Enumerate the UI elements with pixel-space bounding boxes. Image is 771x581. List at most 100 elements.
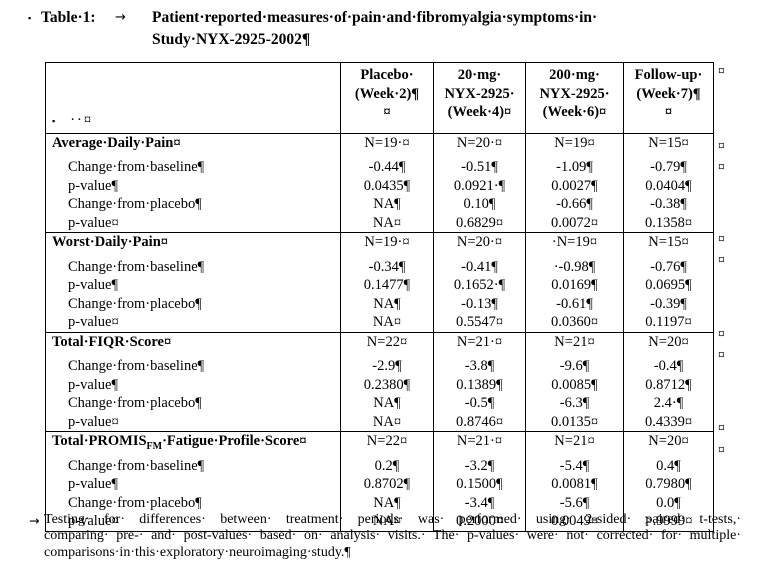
cell-value: N=15¤	[623, 133, 714, 159]
cell-value: 0.1652·¶	[433, 276, 526, 295]
cell-value: 0.0¶	[623, 493, 714, 513]
column-header-20mg: 20·mg· NYX-2925· (Week·4)¤	[433, 62, 526, 134]
table-row: Change·from·placebo¶ NA¶ -0.5¶ -6.3¶ 2.4…	[46, 394, 714, 413]
table-row: Change·from·placebo¶ NA¶ -0.13¶ -0.61¶ -…	[46, 294, 714, 314]
row-end-marker: ¤	[718, 347, 725, 362]
cell-value: -0.79¶	[623, 158, 714, 177]
cell-value: N=21¤	[525, 431, 624, 457]
tab-arrow-icon: →	[29, 513, 40, 528]
cell-value: N=20·¤	[433, 232, 526, 258]
cell-value: N=22¤	[340, 331, 434, 358]
table-row: Change·from·baseline¶ -2.9¶ -3.8¶ -9.6¶ …	[46, 357, 714, 376]
cell-value: 0.1358¤	[623, 213, 714, 233]
cell-value: 0.0435¶	[340, 176, 434, 196]
row-label: p-value¤	[68, 413, 119, 430]
cell-value: -0.4¶	[623, 357, 714, 376]
table-row: Change·from·placebo¶ NA¶ 0.10¶ -0.66¶ -0…	[46, 195, 714, 214]
cell-value: N=15¤	[623, 232, 714, 258]
cell-value: 0.0049¤	[525, 512, 624, 532]
cell-value: 0.0027¶	[525, 176, 624, 196]
row-label: Change·from·placebo¶	[68, 295, 202, 312]
stub-cell: ▪ ··¤	[46, 63, 341, 134]
table-row: p-value¤ NA¤ 0.2000¤ 0.0049¤ >.9999¤	[46, 512, 714, 532]
table-row: Change·from·baseline¶ 0.2¶ -3.2¶ -5.4¶ 0…	[46, 456, 714, 476]
header-line: (Week·4)¤	[447, 104, 512, 120]
measure-name: Average·Daily·Pain¤	[45, 133, 341, 159]
row-end-marker: ¤	[718, 159, 725, 174]
table-row: p-value¤ NA¤ 0.5547¤ 0.0360¤ 0.1197¤	[46, 313, 714, 333]
table-header-row: ▪ ··¤ Placebo· (Week·2)¶ ¤ 20·mg· NYX-292…	[46, 62, 714, 134]
table-row: p-value¶ 0.2380¶ 0.1389¶ 0.0085¶ 0.8712¶	[46, 375, 714, 395]
table-row: p-value¶ 0.1477¶ 0.1652·¶ 0.0169¶ 0.0695…	[46, 276, 714, 295]
header-line: NYX-2925·	[444, 85, 515, 102]
results-table: ▪ ··¤ Placebo· (Week·2)¶ ¤ 20·mg· NYX-292…	[45, 62, 714, 532]
cell-value: -0.38¶	[623, 195, 714, 214]
row-end-marker: ¤	[718, 138, 725, 153]
row-label: p-value¤	[68, 214, 119, 231]
header-line: Follow-up·	[634, 67, 703, 83]
cell-value: -5.6¶	[525, 493, 624, 513]
cell-value: 0.1389¶	[433, 375, 526, 395]
cell-value: NA¶	[340, 195, 434, 214]
cell-value: -0.39¶	[623, 294, 714, 314]
table-footnote: → Testing· for· differences· between· tr…	[29, 512, 741, 561]
cell-end-marker: ··¤	[70, 112, 94, 128]
row-label: Change·from·placebo¶	[68, 395, 202, 412]
cell-value: 0.0072¤	[525, 213, 624, 233]
cell-value: 0.2000¤	[433, 512, 526, 532]
cell-value: 0.0360¤	[525, 313, 624, 333]
cell-value: N=19·¤	[340, 133, 434, 159]
cell-value: -5.4¶	[525, 456, 624, 476]
cell-value: 0.6829¤	[433, 213, 526, 233]
table-row: p-value¶ 0.8702¶ 0.1500¶ 0.0081¶ 0.7980¶	[46, 475, 714, 494]
row-label: p-value¶	[68, 277, 119, 294]
cell-value: ·-0.98¶	[525, 257, 624, 277]
cell-value: N=22¤	[340, 431, 434, 457]
cell-value: N=19·¤	[340, 232, 434, 258]
cell-value: 0.1477¶	[340, 276, 434, 295]
table-row: Worst·Daily·Pain¤ N=19·¤ N=20·¤ ·N=19¤ N…	[45, 232, 714, 258]
list-bullet-icon: ▪	[52, 116, 56, 126]
cell-value: 0.7980¶	[623, 475, 714, 494]
header-line: ¤	[664, 104, 673, 120]
row-label: Change·from·placebo¶	[68, 494, 202, 511]
cell-value: 0.0135¤	[525, 412, 624, 432]
cell-value: -9.6¶	[525, 357, 624, 376]
measure-name: Total·PROMISFM·Fatigue·Profile·Score¤	[45, 431, 341, 457]
cell-value: 0.4339¤	[623, 412, 714, 432]
header-line: 20·mg·	[457, 67, 502, 83]
cell-value: -0.51¶	[433, 158, 526, 177]
list-bullet-icon: ▪	[28, 13, 32, 23]
cell-value: -0.13¶	[433, 294, 526, 314]
header-line: ¤	[383, 104, 391, 120]
row-end-marker: ¤	[718, 420, 725, 435]
cell-value: -2.9¶	[340, 357, 434, 376]
cell-value: -0.5¶	[433, 394, 526, 413]
cell-value: -3.2¶	[433, 456, 526, 476]
footnote-line-2: comparing· pre-· and· post-values· based…	[44, 528, 741, 544]
row-end-marker: ¤	[718, 326, 725, 341]
cell-value: -6.3¶	[525, 394, 624, 413]
title-line-2: Study·NYX-2925-2002¶	[152, 31, 311, 48]
cell-value: -0.66¶	[525, 195, 624, 214]
table-row: p-value¶ 0.0435¶ 0.0921·¶ 0.0027¶ 0.0404…	[46, 176, 714, 196]
cell-value: -1.09¶	[525, 158, 624, 177]
cell-value: -0.41¶	[433, 257, 526, 277]
table-row: Change·from·baseline¶ -0.34¶ -0.41¶ ·-0.…	[46, 257, 714, 277]
column-header-placebo: Placebo· (Week·2)¶ ¤	[340, 62, 434, 134]
table-row: p-value¤ NA¤ 0.6829¤ 0.0072¤ 0.1358¤	[46, 213, 714, 233]
cell-value: >.9999¤	[623, 512, 714, 532]
row-label: p-value¶	[68, 476, 119, 493]
row-label: p-value¤	[68, 314, 119, 331]
row-end-marker: ¤	[718, 231, 725, 246]
table-number-label: Table·1:	[41, 9, 96, 26]
cell-value: 0.0085¶	[525, 375, 624, 395]
cell-value: 0.8702¶	[340, 475, 434, 494]
table-title: ▪ Table·1: → Patient·reported·measures·o…	[28, 7, 597, 51]
cell-value: 0.2380¶	[340, 375, 434, 395]
row-label: Change·from·baseline¶	[68, 159, 205, 176]
cell-value: N=20·¤	[433, 133, 526, 159]
measure-name: Worst·Daily·Pain¤	[45, 232, 341, 258]
header-line: 200·mg·	[549, 67, 600, 83]
table-row: Total·FIQR·Score¤ N=22¤ N=21·¤ N=21¤ N=2…	[45, 331, 714, 358]
